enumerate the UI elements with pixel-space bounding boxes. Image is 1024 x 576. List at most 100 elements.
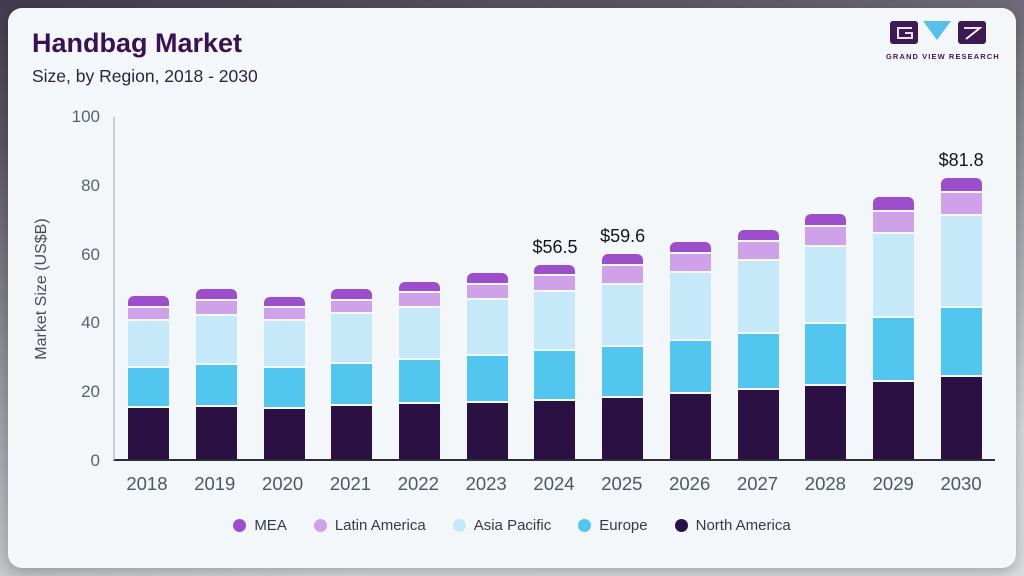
stacked-bar-2027 xyxy=(737,229,779,459)
bar-segment-latin-america-2027 xyxy=(737,239,779,260)
bar-segment-north-america-2019 xyxy=(196,404,238,459)
legend-item-asia-pacific: Asia Pacific xyxy=(452,517,551,534)
x-tick-label-2022: 2022 xyxy=(397,473,439,494)
bar-segment-europe-2020 xyxy=(263,366,305,408)
bar-segment-north-america-2020 xyxy=(263,407,305,459)
legend-dot-north-america xyxy=(674,519,688,532)
x-tick-label-2030: 2030 xyxy=(940,473,982,494)
stacked-bar-2022 xyxy=(399,281,441,459)
bar-segment-asia-pacific-2019 xyxy=(196,313,238,363)
x-tick-label-2018: 2018 xyxy=(126,473,168,494)
bar-column-2020 xyxy=(250,117,318,459)
bar-segment-europe-2024 xyxy=(534,349,576,399)
legend-label-mea: MEA xyxy=(254,517,287,534)
bar-segment-asia-pacific-2028 xyxy=(805,245,847,323)
bar-segment-mea-2030 xyxy=(940,177,982,192)
legend-item-mea: MEA xyxy=(233,517,287,534)
bar-segment-north-america-2021 xyxy=(331,404,373,459)
bar-segment-asia-pacific-2030 xyxy=(940,214,982,306)
bar-segment-europe-2022 xyxy=(399,358,441,403)
bar-column-2024: $56.5 xyxy=(521,117,589,459)
x-tick-label-2026: 2026 xyxy=(669,473,711,494)
x-tick-label-2025: 2025 xyxy=(601,473,643,494)
page-subtitle: Size, by Region, 2018 - 2030 xyxy=(32,66,258,86)
bar-segment-europe-2028 xyxy=(805,322,847,384)
bar-segment-latin-america-2020 xyxy=(263,305,305,320)
bar-segment-north-america-2025 xyxy=(602,396,644,459)
bar-segment-asia-pacific-2026 xyxy=(669,270,711,339)
logo-text: GRAND VIEW RESEARCH xyxy=(886,52,1000,61)
bar-column-2019 xyxy=(183,117,251,459)
bar-segment-asia-pacific-2021 xyxy=(331,312,373,363)
bar-segment-north-america-2029 xyxy=(872,379,914,459)
legend-label-latin-america: Latin America xyxy=(334,517,426,534)
bar-segment-mea-2024 xyxy=(534,264,576,274)
bar-column-2028 xyxy=(792,117,860,459)
bar-value-label-2025: $59.6 xyxy=(600,225,646,246)
bar-segment-europe-2026 xyxy=(669,338,711,393)
bar-column-2026 xyxy=(657,117,725,459)
bar-segment-mea-2021 xyxy=(331,289,373,299)
page-title: Handbag Market xyxy=(32,28,243,58)
bar-segment-mea-2020 xyxy=(263,297,305,306)
bar-column-2027 xyxy=(724,117,792,459)
bar-segment-asia-pacific-2022 xyxy=(399,305,441,359)
x-tick-label-2023: 2023 xyxy=(465,473,507,494)
stacked-bar-2026 xyxy=(669,241,711,459)
bar-column-2030: $81.8 xyxy=(927,117,995,459)
x-tick-label-2024: 2024 xyxy=(533,473,575,494)
bar-segment-latin-america-2024 xyxy=(534,273,576,290)
stacked-bar-2025 xyxy=(602,254,644,459)
stacked-bar-2018 xyxy=(128,296,170,459)
bar-segment-mea-2026 xyxy=(669,241,711,252)
y-tick-label-60: 60 xyxy=(81,244,100,264)
grand-view-research-logo: GRAND VIEW RESEARCH xyxy=(886,20,1000,61)
stacked-bar-2019 xyxy=(196,289,238,459)
y-tick-label-0: 0 xyxy=(90,451,100,470)
bar-segment-asia-pacific-2018 xyxy=(128,319,170,367)
bar-segment-latin-america-2023 xyxy=(466,282,508,298)
bar-segment-europe-2025 xyxy=(602,344,644,397)
chart-card: Handbag Market Size, by Region, 2018 - 2… xyxy=(8,8,1016,568)
stacked-bar-2020 xyxy=(263,297,305,459)
bar-segment-latin-america-2025 xyxy=(602,264,644,283)
legend-dot-mea xyxy=(233,519,247,532)
y-tick-label-40: 40 xyxy=(81,313,100,333)
gvr-logo-icon xyxy=(890,21,986,44)
y-tick-label-80: 80 xyxy=(81,175,100,195)
stacked-bar-2030 xyxy=(940,177,982,459)
bar-column-2029 xyxy=(860,117,928,459)
legend-item-north-america: North America xyxy=(674,517,791,534)
x-tick-label-2028: 2028 xyxy=(804,473,846,494)
bar-segment-north-america-2018 xyxy=(128,405,170,459)
legend-dot-asia-pacific xyxy=(452,519,466,532)
bar-segment-mea-2028 xyxy=(805,213,847,226)
stacked-bar-2023 xyxy=(466,272,508,459)
bar-segment-asia-pacific-2027 xyxy=(737,259,779,333)
legend-dot-europe xyxy=(578,519,592,532)
bar-segment-latin-america-2022 xyxy=(399,291,441,306)
bar-segment-asia-pacific-2023 xyxy=(466,297,508,354)
y-tick-label-100: 100 xyxy=(71,107,100,126)
x-tick-label-2019: 2019 xyxy=(194,473,236,494)
plot-area: $56.5 $59.6 $81.8 xyxy=(113,117,995,461)
bar-column-2022 xyxy=(386,117,454,459)
stacked-bar-2024 xyxy=(534,264,576,459)
bar-segment-europe-2029 xyxy=(872,315,914,380)
bar-column-2021 xyxy=(318,117,386,459)
bar-segment-europe-2018 xyxy=(128,366,170,406)
legend-label-europe: Europe xyxy=(599,517,648,534)
bar-segment-latin-america-2028 xyxy=(805,225,847,246)
stacked-bar-2021 xyxy=(331,289,373,459)
bar-segment-europe-2019 xyxy=(196,362,238,405)
x-axis-tick-labels: 2018 2019 2020 2021 2022 2023 2024 2025 2026 2027… xyxy=(113,473,995,495)
legend-item-latin-america: Latin America xyxy=(313,517,426,534)
bar-segment-europe-2027 xyxy=(737,332,779,389)
bar-segment-mea-2019 xyxy=(196,289,238,299)
bar-segment-europe-2030 xyxy=(940,305,982,376)
bar-segment-mea-2029 xyxy=(872,197,914,211)
bar-segment-asia-pacific-2024 xyxy=(534,289,576,350)
bar-column-2023 xyxy=(453,117,521,459)
bar-segment-north-america-2024 xyxy=(534,398,576,459)
bar-segment-latin-america-2019 xyxy=(196,298,238,314)
